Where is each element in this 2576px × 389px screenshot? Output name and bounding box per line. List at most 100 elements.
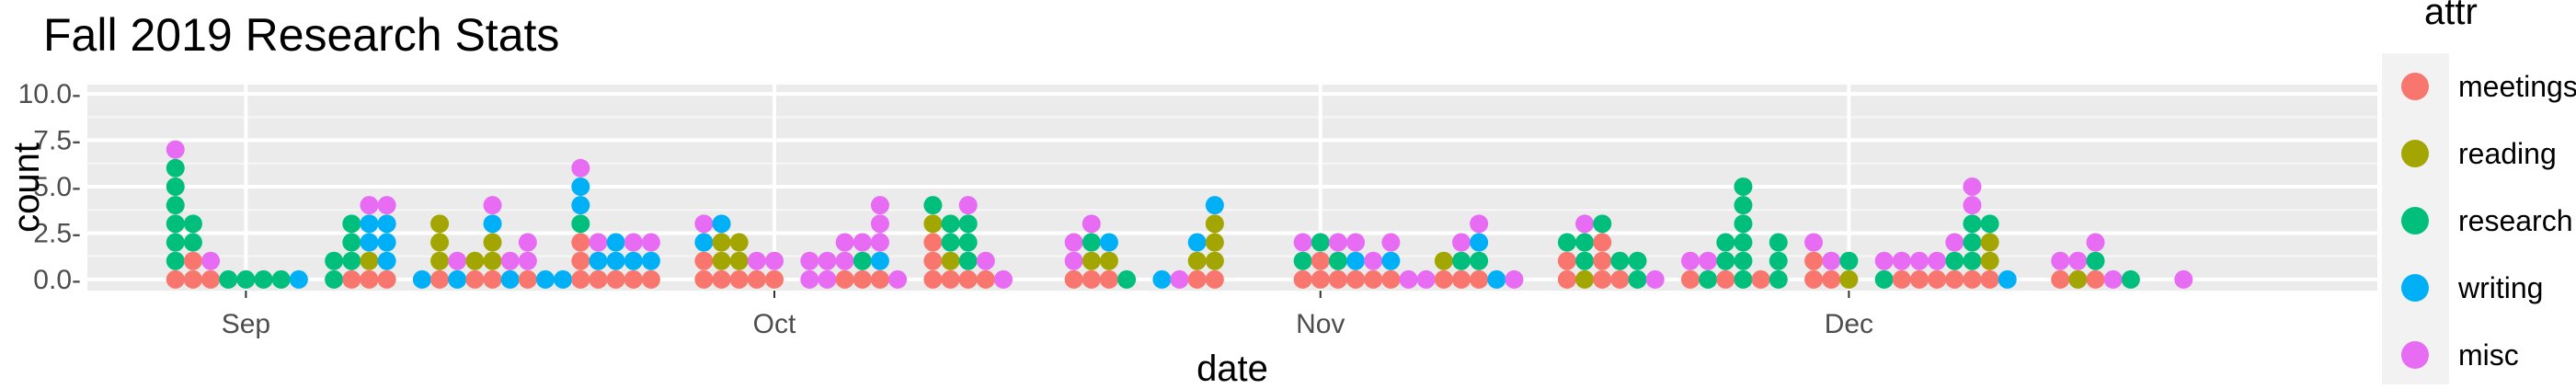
dot-meetings [941,269,960,289]
dot-meetings [1434,269,1453,289]
dot-misc [2086,233,2105,252]
dot-reading [430,233,450,252]
dot-research [1769,251,1788,270]
dot-misc [589,233,608,252]
dot-writing [377,233,396,252]
dot-meetings [183,269,202,289]
dot-meetings [465,269,485,289]
dot-meetings [1822,269,1841,289]
x-axis: Sep Oct Nov Dec [222,291,1873,339]
dot-writing [870,251,889,270]
dot-research [1593,214,1612,234]
dot-research [325,269,344,289]
dot-research [271,269,291,289]
dot-writing [360,233,379,252]
y-tick-label: 10.0- [18,79,81,109]
dot-research [1470,251,1489,270]
dot-meetings [483,269,502,289]
dot-reading [1980,233,1999,252]
dot-meetings [1187,269,1207,289]
dot-reading [712,251,731,270]
dot-meetings [571,251,590,270]
dot-research [1716,251,1735,270]
dot-misc [694,214,714,234]
dot-research [254,269,273,289]
dot-misc [1945,233,1964,252]
dot-meetings [1751,269,1770,289]
dot-misc [1804,233,1824,252]
dot-meetings [571,233,590,252]
dot-meetings [1311,251,1330,270]
dot-research [1452,251,1471,270]
dot-research [1082,233,1101,252]
x-axis-label: date [1196,349,1268,384]
dot-writing [694,233,714,252]
dot-meetings [923,233,943,252]
dot-reading [483,233,502,252]
dot-misc [818,251,837,270]
dot-misc [800,251,819,270]
dot-meetings [1593,251,1612,270]
dot-research [1769,269,1788,289]
dots-layer [166,140,2193,289]
x-tick-label: Sep [222,309,270,339]
dot-misc [800,269,819,289]
dot-meetings [1557,269,1576,289]
dot-meetings [1311,269,1330,289]
y-axis: 0.0- 2.5- 5.0- 7.5- 10.0- [18,79,81,295]
x-tick-label: Dec [1825,309,1873,339]
dot-research [571,214,590,234]
dot-misc [835,251,854,270]
dot-research [325,251,344,270]
dot-misc [976,251,995,270]
dot-misc [888,269,908,289]
dot-misc [500,251,520,270]
dot-meetings [1681,269,1700,289]
dot-meetings [870,269,889,289]
dot-meetings [1945,269,1964,289]
dot-reading [1082,251,1101,270]
dot-writing [1205,196,1224,215]
y-axis-label: count [6,143,47,233]
dot-reading [2068,269,2088,289]
dot-misc [835,233,854,252]
dot-misc [747,251,766,270]
dot-research [923,196,943,215]
dot-meetings [1928,269,1947,289]
dot-meetings [183,251,202,270]
dot-reading [483,251,502,270]
dot-misc [1910,251,1929,270]
legend-title: attr [2424,0,2478,32]
legend-label-reading: reading [2458,137,2557,170]
dot-reading [941,251,960,270]
dot-misc [624,233,643,252]
dot-reading [1839,269,1859,289]
dot-writing [377,251,396,270]
dot-misc [1064,233,1083,252]
dot-research [1734,214,1753,234]
dot-writing [1487,269,1506,289]
dot-meetings [923,251,943,270]
dot-misc [483,196,502,215]
dot-misc [2068,251,2088,270]
dot-research [342,251,361,270]
dot-misc [1699,251,1718,270]
dot-misc [1064,251,1083,270]
dot-meetings [1804,251,1824,270]
dot-reading [430,214,450,234]
dot-writing [1998,269,2017,289]
dot-meetings [377,269,396,289]
dot-meetings [1980,269,1999,289]
dot-research [1734,251,1753,270]
dot-meetings [1293,269,1312,289]
y-tick-label: 5.0- [33,172,81,202]
dot-misc [958,196,978,215]
dot-misc [1505,269,1524,289]
dot-meetings [1593,233,1612,252]
dot-misc [1681,251,1700,270]
dot-research [166,158,185,177]
dot-meetings [1610,269,1630,289]
dot-research [941,214,960,234]
dot-meetings [1892,269,1911,289]
dot-meetings [201,269,221,289]
